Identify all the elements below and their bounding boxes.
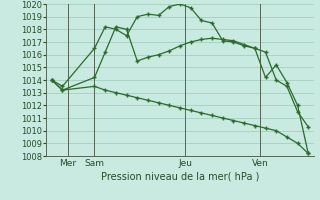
X-axis label: Pression niveau de la mer( hPa ): Pression niveau de la mer( hPa ) [101, 172, 259, 182]
